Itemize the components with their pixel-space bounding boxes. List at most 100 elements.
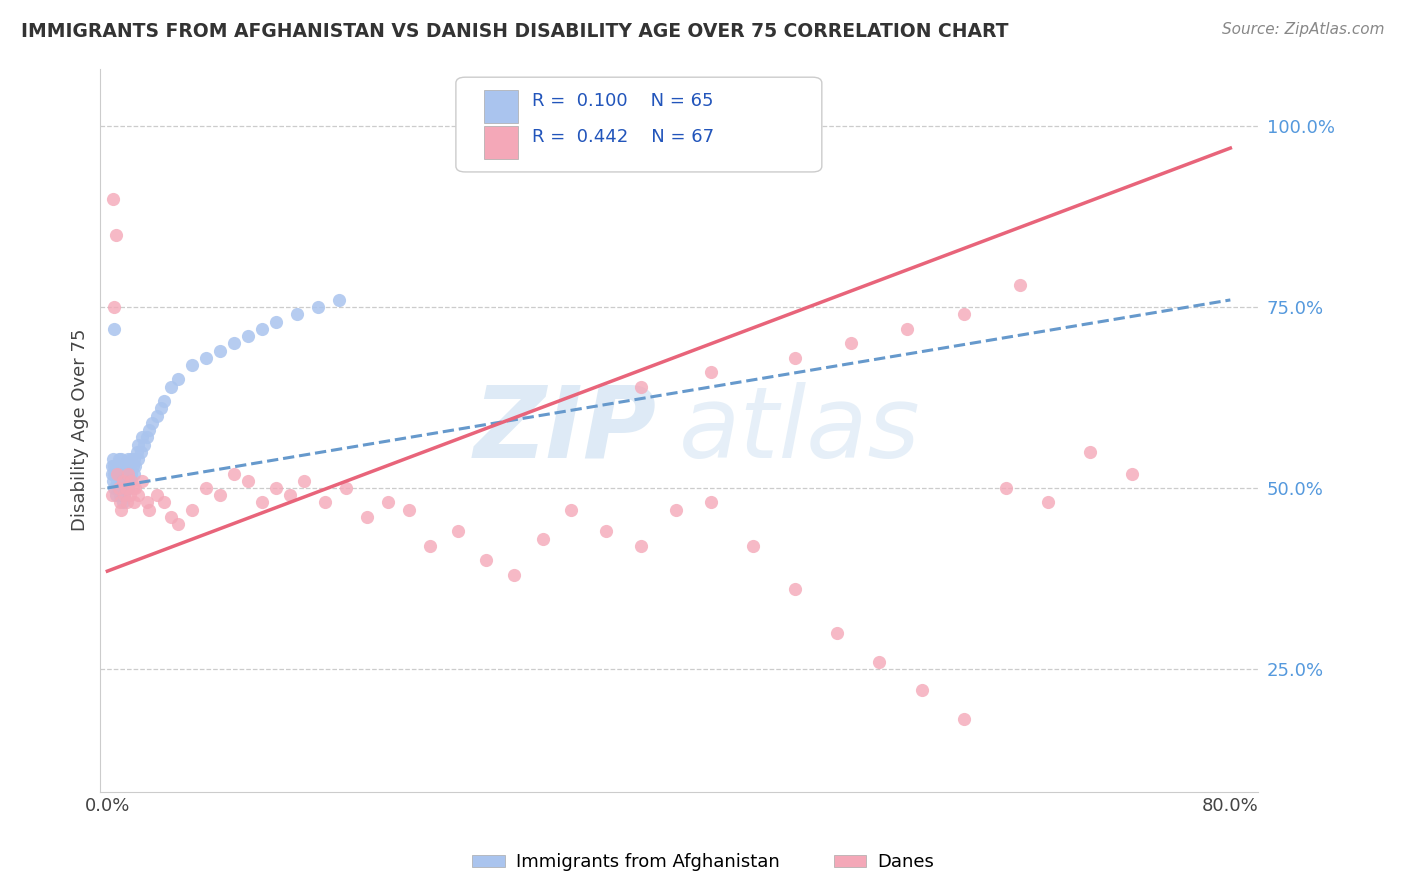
Point [868, 655, 890, 669]
Point [138, 423, 160, 437]
Point [125, 445, 148, 459]
Text: atlas: atlas [679, 382, 921, 479]
Point [447, 524, 470, 539]
Point [152, 495, 174, 509]
Point [208, 488, 231, 502]
Point [1008, 278, 1031, 293]
Point [121, 481, 143, 495]
Text: R =  0.442    N = 67: R = 0.442 N = 67 [533, 128, 714, 146]
Point [124, 481, 146, 495]
Point [104, 488, 127, 502]
Point [377, 495, 399, 509]
Point [103, 322, 125, 336]
Point [117, 481, 139, 495]
Point [127, 437, 149, 451]
Point [120, 467, 142, 481]
Point [107, 452, 129, 467]
Point [107, 467, 129, 481]
Point [145, 409, 167, 423]
Point [105, 474, 128, 488]
Point [307, 300, 329, 314]
Point [222, 467, 245, 481]
Point [114, 467, 136, 481]
Point [952, 307, 974, 321]
Point [827, 625, 849, 640]
Point [103, 459, 125, 474]
FancyBboxPatch shape [484, 127, 519, 159]
Point [110, 502, 132, 516]
Point [120, 474, 142, 488]
Point [107, 481, 129, 495]
Point [115, 474, 138, 488]
FancyBboxPatch shape [456, 78, 823, 172]
Point [110, 467, 132, 481]
Point [132, 437, 155, 451]
Point [112, 488, 135, 502]
Point [114, 481, 136, 495]
Point [560, 502, 582, 516]
Point [124, 459, 146, 474]
Point [111, 474, 134, 488]
Point [841, 336, 863, 351]
Point [122, 495, 145, 509]
Point [118, 488, 141, 502]
Text: R =  0.100    N = 65: R = 0.100 N = 65 [533, 92, 714, 110]
Point [101, 192, 124, 206]
Point [111, 474, 134, 488]
Point [111, 495, 134, 509]
Point [122, 467, 145, 481]
Point [785, 351, 807, 365]
Point [108, 474, 131, 488]
Point [292, 474, 315, 488]
Point [120, 452, 142, 467]
Point [278, 488, 301, 502]
Point [159, 509, 181, 524]
Point [135, 430, 157, 444]
Point [104, 467, 127, 481]
Point [335, 481, 357, 495]
Point [117, 467, 139, 481]
Point [194, 351, 217, 365]
Point [264, 315, 287, 329]
Point [630, 539, 652, 553]
Text: IMMIGRANTS FROM AFGHANISTAN VS DANISH DISABILITY AGE OVER 75 CORRELATION CHART: IMMIGRANTS FROM AFGHANISTAN VS DANISH DI… [21, 22, 1008, 41]
Point [138, 502, 160, 516]
Point [117, 452, 139, 467]
Point [994, 481, 1017, 495]
Point [419, 539, 441, 553]
Point [110, 481, 132, 495]
Point [118, 459, 141, 474]
Point [314, 495, 336, 509]
Point [250, 495, 273, 509]
Point [159, 380, 181, 394]
Point [131, 430, 153, 444]
Point [117, 467, 139, 481]
Point [785, 582, 807, 597]
Point [129, 445, 152, 459]
Point [236, 329, 259, 343]
Point [103, 300, 125, 314]
Point [112, 459, 135, 474]
Point [700, 365, 723, 379]
Point [103, 467, 125, 481]
Point [118, 474, 141, 488]
Point [107, 481, 129, 495]
Point [630, 380, 652, 394]
Point [910, 683, 932, 698]
Point [103, 481, 125, 495]
Point [105, 459, 128, 474]
Point [112, 474, 135, 488]
Point [328, 293, 350, 307]
Point [194, 481, 217, 495]
Point [285, 307, 308, 321]
Point [665, 502, 688, 516]
Point [115, 495, 138, 509]
Point [114, 481, 136, 495]
Point [145, 488, 167, 502]
Point [700, 495, 723, 509]
Point [180, 502, 202, 516]
Point [1078, 445, 1101, 459]
Point [356, 509, 378, 524]
Text: ZIP: ZIP [474, 382, 657, 479]
Point [108, 488, 131, 502]
